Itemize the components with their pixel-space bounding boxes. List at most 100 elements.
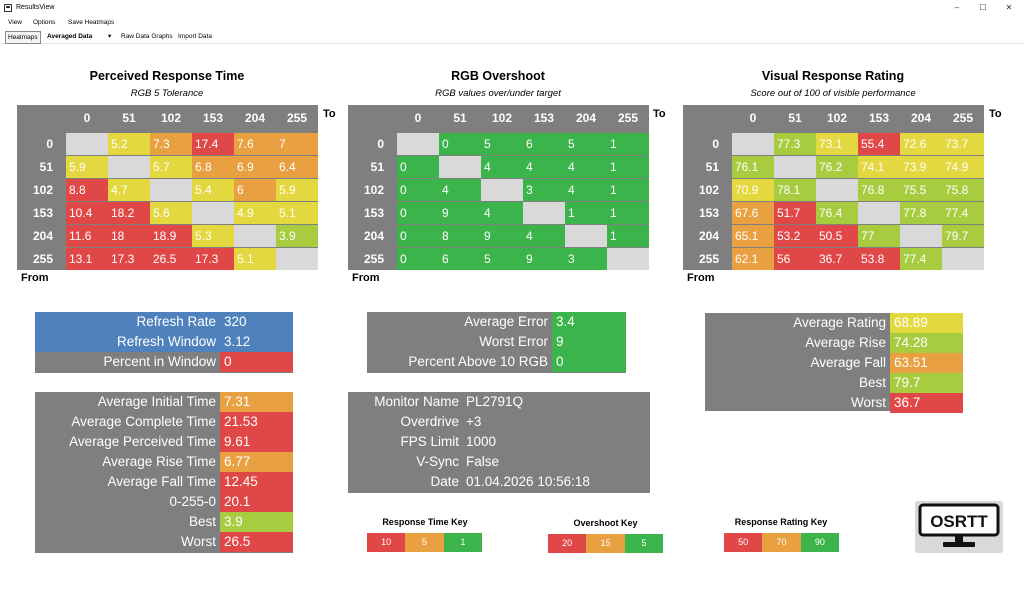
import-data-button[interactable]: Import Data (178, 33, 212, 40)
heatmap-rgb-overshoot: 0 0 51 51 102 102 153 153 204 204 255 255 0 5 6 5 1 0 4 4 4 1… (348, 105, 649, 270)
diagonal-cell (774, 156, 816, 178)
row-header: 0 (46, 137, 53, 151)
stat-label: Percent Above 10 RGB (408, 354, 548, 369)
heatmap-cell: 4.9 (234, 202, 276, 224)
menu-options[interactable]: Options (33, 19, 56, 26)
diagonal-cell (66, 133, 108, 155)
overshoot-panel: Average Error 3.4 Worst Error 9 Percent Abov… (367, 312, 626, 373)
stat-value: 6.77 (220, 452, 293, 472)
stat-label: Average Complete Time (71, 414, 216, 429)
row-header: 153 (363, 206, 384, 220)
heatmap-cell: 17.3 (192, 248, 234, 270)
stat-value: 7.31 (220, 392, 293, 412)
stat-label: Average Initial Time (97, 394, 216, 409)
key-swatch: 70 (762, 533, 801, 552)
heatmap-cell: 5.9 (276, 179, 318, 201)
heatmap-cell: 50.5 (816, 225, 858, 247)
key-swatch: 15 (586, 534, 625, 553)
maximize-button[interactable]: ☐ (979, 3, 987, 12)
heatmap-cell: 17.3 (108, 248, 150, 270)
heatmap-cell: 51.7 (774, 202, 816, 224)
heatmap-cell: 6.9 (234, 156, 276, 178)
heatmap-cell: 5.4 (192, 179, 234, 201)
column-header: 0 (414, 111, 422, 125)
column-header: 51 (122, 111, 136, 125)
heatmap-subtitle-overshoot: RGB values over/under target (435, 88, 561, 99)
diagonal-cell (397, 133, 439, 155)
heatmap-cell: 73.1 (816, 133, 858, 155)
stat-label: Refresh Rate (136, 314, 216, 329)
dataset-select[interactable]: Averaged Data (47, 33, 93, 40)
heatmap-cell: 76.2 (816, 156, 858, 178)
heatmap-cell: 73.7 (942, 133, 984, 155)
heatmap-cell: 73.9 (900, 156, 942, 178)
column-header: 0 (749, 111, 757, 125)
heatmap-cell: 76.4 (816, 202, 858, 224)
stat-label: Average Error (464, 314, 548, 329)
row-header: 255 (363, 252, 384, 266)
column-header: 255 (617, 111, 639, 125)
heatmap-cell: 75.5 (900, 179, 942, 201)
stat-value: 3.9 (220, 512, 293, 532)
column-header: 255 (286, 111, 308, 125)
tab-raw-data-graphs[interactable]: Raw Data Graphs (121, 33, 173, 40)
panel-label-background (35, 352, 220, 372)
heatmap-cell: 7.3 (150, 133, 192, 155)
key-swatch: 1 (443, 533, 482, 552)
heatmap-cell: 13.1 (66, 248, 108, 270)
minimize-button[interactable]: – (954, 3, 960, 12)
heatmap-cell: 7.6 (234, 133, 276, 155)
diagonal-cell (523, 202, 565, 224)
column-header: 0 (83, 111, 91, 125)
close-button[interactable]: ✕ (1005, 3, 1013, 12)
stat-value: 21.53 (220, 412, 293, 432)
heatmap-cell: 8.8 (66, 179, 108, 201)
column-header: 204 (910, 111, 932, 125)
stat-label: Worst Error (479, 334, 548, 349)
stat-value: 20.1 (220, 492, 293, 512)
heatmap-cell: 74.1 (858, 156, 900, 178)
toolbar: Heatmaps Averaged Data ▾ Raw Data Graphs… (0, 30, 1024, 44)
heatmap-cell: 72.6 (900, 133, 942, 155)
stat-label: Overdrive (400, 414, 459, 429)
heatmap-cell: 78.1 (774, 179, 816, 201)
heatmap-cell: 4 (481, 202, 523, 224)
stat-value: 0 (220, 352, 293, 372)
stat-label: Average Perceived Time (69, 434, 216, 449)
diagonal-cell (858, 202, 900, 224)
chevron-down-icon[interactable]: ▾ (108, 33, 112, 40)
heatmap-cell: 77.4 (942, 202, 984, 224)
column-header: 51 (453, 111, 467, 125)
heatmap-cell: 0 (397, 248, 439, 270)
diagonal-cell (234, 225, 276, 247)
stat-label: Monitor Name (374, 394, 459, 409)
column-header: 153 (533, 111, 555, 125)
row-header: 51 (370, 160, 384, 174)
stat-label: Average Rise (805, 335, 886, 350)
title-bar: ResultsView – ☐ ✕ (0, 0, 1024, 16)
menu-save-heatmaps[interactable]: Save Heatmaps (68, 19, 115, 26)
axis-from-label: From (21, 272, 49, 284)
stat-label: Best (858, 375, 886, 390)
menu-view[interactable]: View (8, 19, 22, 26)
heatmap-cell: 55.4 (858, 133, 900, 155)
row-header: 153 (698, 206, 719, 220)
heatmap-title-response: Perceived Response Time (89, 69, 245, 83)
tab-heatmaps[interactable]: Heatmaps (5, 31, 41, 44)
heatmap-cell: 77 (858, 225, 900, 247)
diagonal-cell (192, 202, 234, 224)
diagonal-cell (732, 133, 774, 155)
heatmap-cell: 6.8 (192, 156, 234, 178)
heatmap-cell: 5.7 (150, 156, 192, 178)
rating-panel: Average Rating 68.89 Average Rise 74.28 Aver… (705, 313, 963, 413)
stat-label: Worst (850, 395, 886, 410)
osrtt-logo: OSRTT (915, 501, 1003, 553)
axis-to-label: To (323, 108, 336, 120)
stat-value: 3.4 (552, 312, 626, 332)
row-header: 0 (712, 137, 719, 151)
stat-label: Date (430, 474, 459, 489)
stat-label: V-Sync (416, 454, 459, 469)
stat-label: Average Rating (793, 315, 886, 330)
heatmap-cell: 5.1 (276, 202, 318, 224)
stat-value: 9.61 (220, 432, 293, 452)
